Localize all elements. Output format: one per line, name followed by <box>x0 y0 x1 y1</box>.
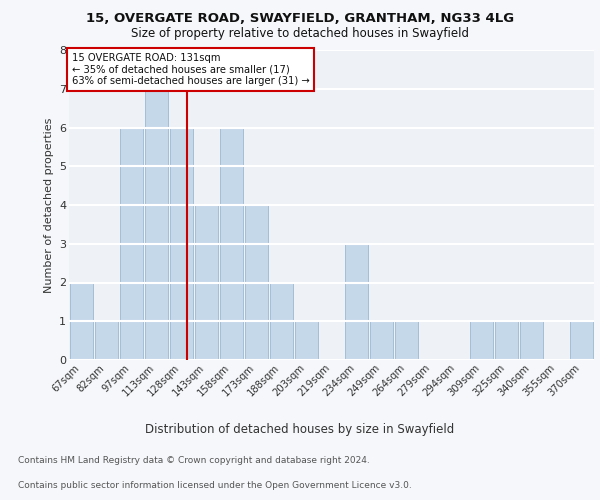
Text: Contains public sector information licensed under the Open Government Licence v3: Contains public sector information licen… <box>18 481 412 490</box>
Bar <box>245 205 268 360</box>
Text: 15, OVERGATE ROAD, SWAYFIELD, GRANTHAM, NG33 4LG: 15, OVERGATE ROAD, SWAYFIELD, GRANTHAM, … <box>86 12 514 26</box>
Text: Size of property relative to detached houses in Swayfield: Size of property relative to detached ho… <box>131 28 469 40</box>
Text: Contains HM Land Registry data © Crown copyright and database right 2024.: Contains HM Land Registry data © Crown c… <box>18 456 370 465</box>
Bar <box>520 322 544 360</box>
Bar <box>494 322 518 360</box>
Bar <box>220 128 244 360</box>
Text: 15 OVERGATE ROAD: 131sqm
← 35% of detached houses are smaller (17)
63% of semi-d: 15 OVERGATE ROAD: 131sqm ← 35% of detach… <box>71 53 310 86</box>
Text: Distribution of detached houses by size in Swayfield: Distribution of detached houses by size … <box>145 422 455 436</box>
Bar <box>194 205 218 360</box>
Bar <box>119 128 143 360</box>
Y-axis label: Number of detached properties: Number of detached properties <box>44 118 53 292</box>
Bar <box>295 322 319 360</box>
Bar <box>70 282 94 360</box>
Bar <box>370 322 394 360</box>
Bar <box>395 322 418 360</box>
Bar <box>145 89 169 360</box>
Bar <box>470 322 493 360</box>
Bar <box>170 128 193 360</box>
Bar <box>269 282 293 360</box>
Bar <box>95 322 118 360</box>
Bar <box>344 244 368 360</box>
Bar <box>569 322 593 360</box>
